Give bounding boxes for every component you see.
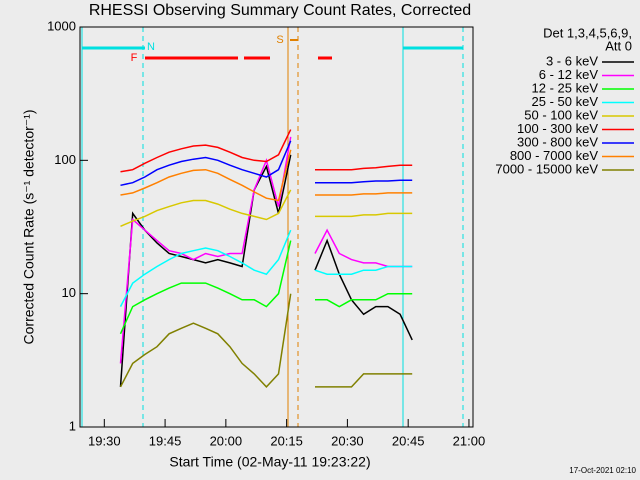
series-line <box>119 293 413 388</box>
x-tick-label: 20:15 <box>270 433 303 448</box>
x-axis-label: Start Time (02-May-11 19:23:22) <box>169 454 370 470</box>
series-line <box>119 229 413 307</box>
legend-label: 7000 - 15000 keV <box>495 161 598 176</box>
legend-label: 6 - 12 keV <box>539 67 599 82</box>
legend-label: 50 - 100 keV <box>524 107 598 122</box>
y-tick-label: 100 <box>54 152 76 167</box>
legend-label: 12 - 25 keV <box>532 80 599 95</box>
y-axis-label: Corrected Count Rate (s⁻¹ detector⁻¹) <box>21 110 37 345</box>
x-tick-label: 19:30 <box>88 433 121 448</box>
x-tick-label: 20:45 <box>392 433 425 448</box>
plot-frame <box>79 26 474 428</box>
series-line <box>120 129 413 173</box>
footer: 17-Oct-2021 02:10 <box>569 466 636 475</box>
legend-header: Att 0 <box>605 38 632 53</box>
series-line <box>120 140 413 187</box>
y-tick-label: 1000 <box>47 18 76 33</box>
flag-bars <box>81 27 464 427</box>
series-line <box>120 149 413 202</box>
series-line <box>119 240 413 335</box>
legend-label: 25 - 50 keV <box>532 94 599 109</box>
annotation: N <box>147 41 155 53</box>
legend-header: Det 1,3,4,5,6,9, <box>543 25 632 40</box>
chart-title: RHESSI Observing Summary Count Rates, Co… <box>89 2 471 19</box>
x-tick-label: 20:00 <box>210 433 243 448</box>
legend-label: 300 - 800 keV <box>517 134 598 149</box>
legend-label: 100 - 300 keV <box>517 121 598 136</box>
x-tick-label: 19:45 <box>149 433 182 448</box>
y-tick-label: 1 <box>69 418 76 433</box>
legend-label: 3 - 6 keV <box>546 53 598 68</box>
annotation: F <box>131 52 138 64</box>
y-tick-label: 10 <box>62 285 76 300</box>
annotation: S <box>276 34 283 46</box>
x-tick-label: 21:00 <box>453 433 486 448</box>
series-line <box>120 189 413 227</box>
legend-label: 800 - 7000 keV <box>510 148 599 163</box>
x-tick-label: 20:30 <box>331 433 364 448</box>
